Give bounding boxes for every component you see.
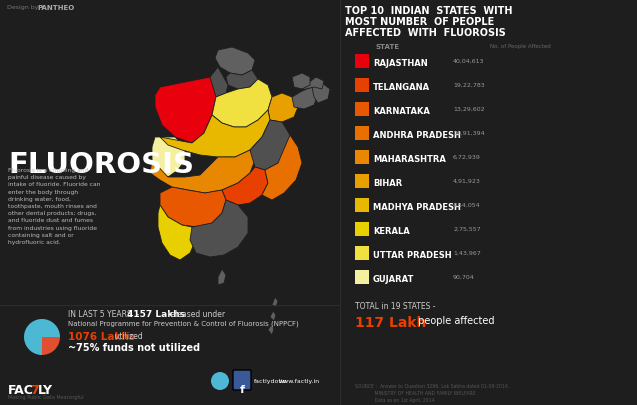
Polygon shape — [150, 151, 255, 194]
Bar — [355, 151, 369, 164]
Text: utilized: utilized — [112, 331, 143, 340]
Text: 117 Lakh: 117 Lakh — [355, 315, 426, 329]
Text: National Programme for Prevention & Control of Fluorosis (NPPCF): National Programme for Prevention & Cont… — [68, 320, 299, 327]
Text: RAJASTHAN: RAJASTHAN — [373, 59, 428, 68]
Polygon shape — [190, 200, 248, 257]
Polygon shape — [212, 80, 272, 128]
Text: 4157 Lakhs: 4157 Lakhs — [127, 309, 185, 318]
Text: KARNATAKA: KARNATAKA — [373, 107, 430, 116]
Text: UTTAR PRADESH: UTTAR PRADESH — [373, 250, 452, 259]
Text: TOP 10  INDIAN  STATES  WITH: TOP 10 INDIAN STATES WITH — [345, 6, 513, 16]
Polygon shape — [222, 168, 268, 205]
Wedge shape — [42, 337, 60, 355]
Text: TELANGANA: TELANGANA — [373, 83, 430, 92]
Text: people affected: people affected — [415, 315, 494, 325]
Text: factlydotin: factlydotin — [254, 379, 288, 384]
Text: BIHAR: BIHAR — [373, 179, 402, 188]
Bar — [355, 175, 369, 189]
Polygon shape — [268, 325, 274, 335]
Polygon shape — [218, 269, 226, 285]
Text: 40,04,613: 40,04,613 — [453, 59, 485, 64]
Polygon shape — [292, 88, 318, 110]
Text: IN LAST 5 YEARS  -: IN LAST 5 YEARS - — [68, 309, 141, 318]
Polygon shape — [215, 48, 255, 76]
Bar — [355, 79, 369, 93]
Text: Design by: Design by — [7, 5, 38, 10]
Text: TOTAL in 19 STATES -: TOTAL in 19 STATES - — [355, 301, 436, 310]
Text: PANTHEO: PANTHEO — [37, 5, 75, 11]
Text: 10,91,394: 10,91,394 — [453, 131, 485, 136]
Polygon shape — [268, 94, 298, 123]
Text: GUJARAT: GUJARAT — [373, 274, 415, 283]
Polygon shape — [270, 311, 276, 321]
Text: 4,91,923: 4,91,923 — [453, 179, 481, 183]
Text: 6,72,939: 6,72,939 — [453, 155, 481, 160]
Polygon shape — [250, 121, 290, 171]
Bar — [355, 103, 369, 117]
Text: Fluorosis is a crippling and
painful disease caused by
intake of fluoride. Fluor: Fluorosis is a crippling and painful dis… — [8, 168, 101, 244]
Polygon shape — [155, 78, 216, 144]
Text: FLUOROSIS: FLUOROSIS — [8, 151, 194, 179]
Text: MAHARASHTRA: MAHARASHTRA — [373, 155, 446, 164]
Text: 7: 7 — [30, 383, 39, 396]
Bar — [355, 246, 369, 260]
Text: AFFECTED  WITH  FLUOROSIS: AFFECTED WITH FLUOROSIS — [345, 28, 506, 38]
Polygon shape — [158, 205, 196, 260]
Text: f: f — [240, 384, 245, 394]
Text: 19,22,783: 19,22,783 — [453, 83, 485, 88]
Text: No. of People Affected: No. of People Affected — [490, 44, 551, 49]
FancyBboxPatch shape — [233, 370, 251, 390]
Bar — [355, 55, 369, 69]
Polygon shape — [302, 78, 324, 92]
Text: 13,29,602: 13,29,602 — [453, 107, 485, 112]
Text: MADHYA PRADESH: MADHYA PRADESH — [373, 202, 461, 211]
Polygon shape — [312, 84, 330, 104]
Text: 90,704: 90,704 — [453, 274, 475, 279]
Text: Making Public Data Meaningful: Making Public Data Meaningful — [8, 394, 83, 399]
Text: FAC: FAC — [8, 383, 34, 396]
Text: STATE: STATE — [375, 44, 399, 50]
Polygon shape — [208, 68, 228, 98]
Text: released under: released under — [165, 309, 225, 318]
Polygon shape — [272, 297, 278, 307]
Bar — [355, 127, 369, 141]
Polygon shape — [292, 74, 310, 90]
Text: 4,54,054: 4,54,054 — [453, 202, 481, 207]
Polygon shape — [226, 71, 258, 90]
Text: www.factly.in: www.factly.in — [279, 379, 320, 384]
Circle shape — [211, 372, 229, 390]
Text: KERALA: KERALA — [373, 226, 410, 235]
Text: ~75% funds not utilized: ~75% funds not utilized — [68, 342, 200, 352]
Bar — [355, 222, 369, 237]
Polygon shape — [152, 138, 185, 177]
Text: SOURCE :  Answer to Question 3296, Lok Sabha dated 01-08-2014,
             MINI: SOURCE : Answer to Question 3296, Lok Sa… — [355, 383, 509, 402]
Polygon shape — [160, 188, 226, 228]
Text: LY: LY — [38, 383, 53, 396]
Text: 1076 Lakhs: 1076 Lakhs — [68, 331, 135, 341]
Bar — [355, 198, 369, 213]
Polygon shape — [262, 136, 302, 200]
Bar — [355, 270, 369, 284]
Text: MOST NUMBER  OF PEOPLE: MOST NUMBER OF PEOPLE — [345, 17, 494, 27]
Text: ANDHRA PRADESH: ANDHRA PRADESH — [373, 131, 461, 140]
Polygon shape — [160, 111, 270, 158]
Wedge shape — [24, 319, 60, 355]
Text: 2,75,557: 2,75,557 — [453, 226, 481, 231]
Text: 1,43,967: 1,43,967 — [453, 250, 481, 256]
